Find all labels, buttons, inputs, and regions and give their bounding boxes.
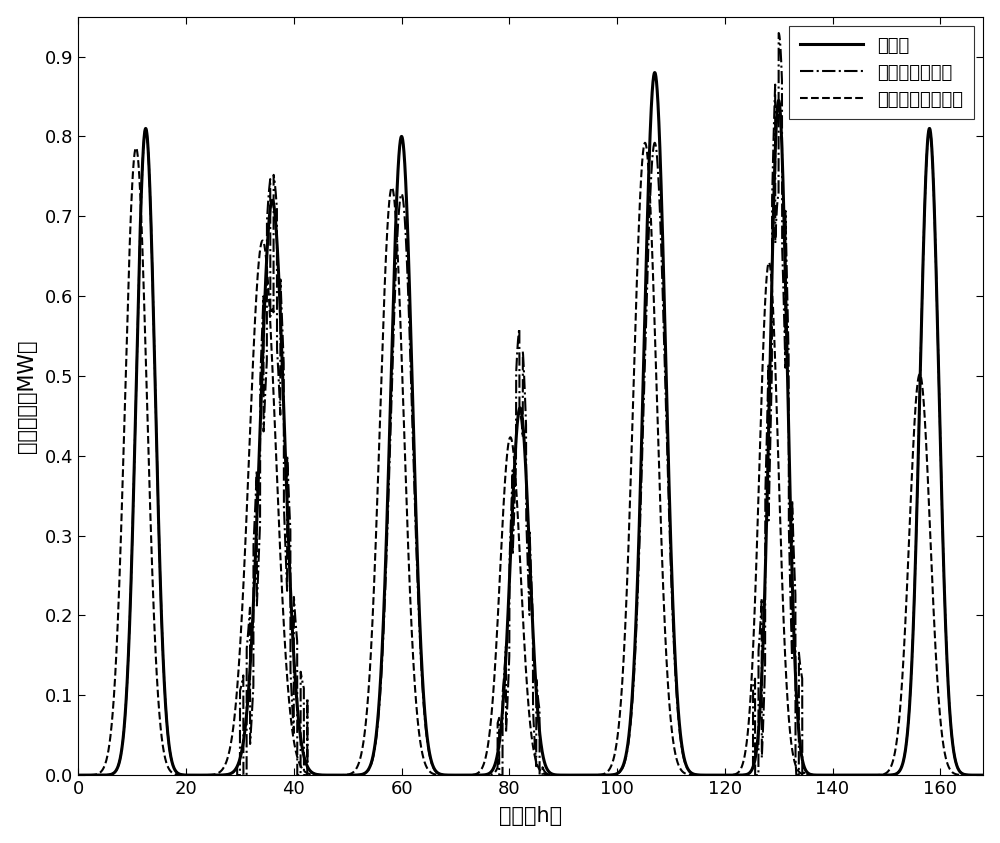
本发明预测结果 <box>400 236 412 246</box>
传统方法预测结果 <box>977 771 989 781</box>
实际值 <box>977 771 989 781</box>
Y-axis label: 光伏功率（MW）: 光伏功率（MW） <box>17 339 37 453</box>
传统方法预测结果 <box>72 770 84 780</box>
实际值 <box>647 73 659 83</box>
实际值 <box>743 768 755 778</box>
本发明预测结果 <box>608 770 620 780</box>
本发明预测结果 <box>647 143 659 153</box>
Legend: 实际值, 本发明预测结果, 传统方法预测结果: 实际值, 本发明预测结果, 传统方法预测结果 <box>789 25 974 120</box>
本发明预测结果 <box>773 28 785 38</box>
传统方法预测结果 <box>608 753 620 763</box>
本发明预测结果 <box>743 768 755 778</box>
传统方法预测结果 <box>743 709 755 719</box>
传统方法预测结果 <box>835 771 847 781</box>
本发明预测结果 <box>118 726 130 736</box>
传统方法预测结果 <box>639 137 651 148</box>
实际值 <box>72 771 84 781</box>
实际值 <box>792 711 804 722</box>
Line: 传统方法预测结果: 传统方法预测结果 <box>78 142 983 776</box>
X-axis label: 时段（h）: 时段（h） <box>499 807 562 826</box>
传统方法预测结果 <box>792 765 804 775</box>
Line: 本发明预测结果: 本发明预测结果 <box>78 33 983 776</box>
本发明预测结果 <box>72 771 84 781</box>
实际值 <box>845 771 857 781</box>
传统方法预测结果 <box>118 436 130 446</box>
实际值 <box>608 770 620 780</box>
Line: 实际值: 实际值 <box>78 72 983 776</box>
实际值 <box>118 726 130 736</box>
本发明预测结果 <box>796 771 808 781</box>
实际值 <box>400 183 412 193</box>
传统方法预测结果 <box>400 481 412 491</box>
传统方法预测结果 <box>647 282 659 293</box>
实际值 <box>649 67 661 78</box>
本发明预测结果 <box>977 771 989 781</box>
本发明预测结果 <box>792 771 804 781</box>
